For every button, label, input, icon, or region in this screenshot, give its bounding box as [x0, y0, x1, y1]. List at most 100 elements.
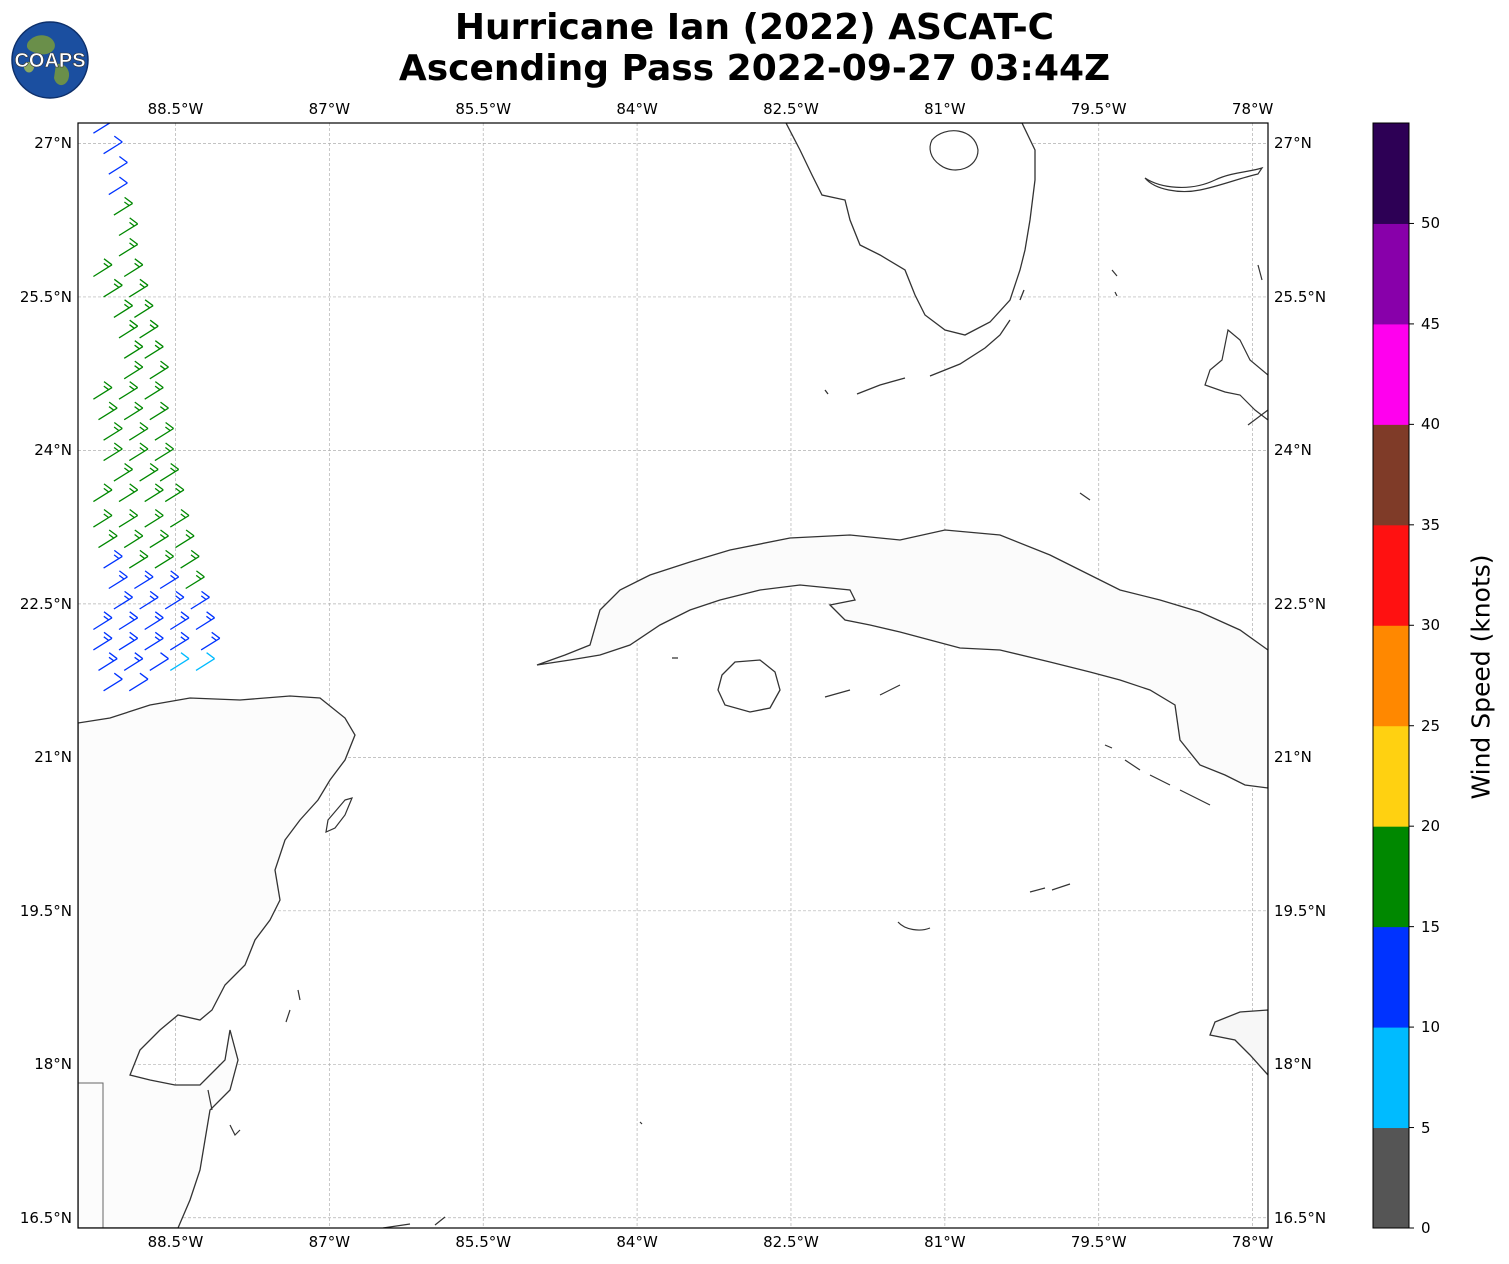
colorbar-bin	[1373, 223, 1409, 325]
lon-tick-label-top: 78°W	[1231, 100, 1274, 118]
lat-tick-label-right: 19.5°N	[1274, 901, 1327, 920]
wind-barb	[113, 299, 133, 318]
lon-tick-label-bottom: 87°W	[308, 1233, 351, 1251]
lat-tick-label-right: 22.5°N	[1274, 594, 1327, 613]
wind-barb	[154, 549, 174, 569]
wind-barb	[154, 442, 174, 462]
colorbar-bin	[1373, 424, 1409, 526]
colorbar-tick-label: 50	[1421, 214, 1441, 233]
colorbar-frame	[1372, 122, 1410, 1229]
map-frame	[77, 122, 1269, 1229]
bahamas-islets	[1079, 264, 1268, 501]
wind-barb	[98, 401, 118, 421]
wind-barb	[154, 421, 174, 441]
lat-tick-label-left: 24°N	[34, 441, 72, 460]
wind-barb	[169, 508, 190, 528]
lat-tick-label-left: 25.5°N	[19, 287, 72, 306]
andros-island	[1204, 328, 1268, 421]
lat-tick-label-left: 18°N	[34, 1055, 72, 1074]
wind-barb	[185, 570, 205, 590]
yucatan-coastline	[78, 695, 356, 1228]
lon-tick-label-top: 88.5°W	[147, 100, 204, 118]
gridlines	[78, 123, 1268, 1228]
belize-cays	[207, 989, 643, 1228]
colorbar-bin	[1373, 625, 1409, 727]
wind-barb	[103, 421, 123, 441]
wind-barb	[190, 590, 210, 610]
wind-barb	[98, 529, 118, 549]
wind-barb	[200, 631, 221, 651]
wind-barb	[144, 340, 164, 359]
map-title-line-1: Hurricane Ian (2022) ASCAT-C	[454, 7, 1055, 48]
colorbar-bin	[1373, 1127, 1409, 1229]
wind-barb	[118, 611, 139, 631]
lon-tick-label-bottom: 78°W	[1231, 1233, 1274, 1251]
lake-okeechobee	[929, 130, 979, 171]
map-background	[78, 123, 1268, 1228]
wind-barb	[169, 611, 190, 631]
wind-barb	[123, 529, 144, 549]
colorbar-tick-label: 5	[1421, 1118, 1431, 1137]
colorbar-tick-label: 0	[1421, 1219, 1431, 1237]
wind-barb	[175, 529, 195, 549]
lon-tick-label-bottom: 81°W	[924, 1233, 966, 1251]
jamaica-coastline	[1209, 1009, 1268, 1076]
wind-barb	[128, 442, 149, 462]
lon-tick-label-bottom: 88.5°W	[147, 1233, 204, 1251]
wind-barb	[113, 196, 133, 216]
cozumel-island	[325, 797, 354, 834]
colorbar-bin	[1373, 926, 1409, 1028]
wind-barb	[93, 258, 113, 278]
lat-tick-label-right: 24°N	[1274, 441, 1312, 460]
colorbar-bin	[1373, 826, 1409, 928]
wind-barb	[118, 381, 139, 400]
wind-barb	[93, 611, 113, 631]
wind-barb	[180, 549, 200, 569]
wind-barb	[159, 570, 180, 590]
wind-barb	[164, 590, 185, 610]
colorbar-tick-label: 30	[1421, 616, 1441, 635]
wind-barb	[134, 299, 154, 318]
wind-barb	[144, 611, 164, 631]
lat-tick-label-right: 18°N	[1274, 1055, 1312, 1074]
colorbar-tick-label: 35	[1421, 515, 1441, 534]
wind-barb	[118, 319, 139, 339]
florida-keys	[824, 289, 1025, 395]
colorbar-bin	[1373, 725, 1409, 827]
wind-barb	[93, 508, 113, 528]
wind-barb	[118, 508, 139, 528]
wind-barb	[195, 611, 215, 631]
lat-tick-label-right: 25.5°N	[1274, 287, 1327, 306]
wind-barb	[149, 529, 169, 549]
wind-barb	[128, 672, 149, 692]
colorbar-tick-label: 40	[1421, 415, 1441, 434]
lat-tick-label-left: 16.5°N	[19, 1208, 72, 1227]
wind-barb	[159, 462, 180, 482]
wind-barb	[98, 652, 118, 671]
lat-tick-label-left: 22.5°N	[19, 594, 72, 613]
lat-tick-label-left: 19.5°N	[19, 901, 72, 920]
wind-barb	[139, 590, 159, 610]
wind-barb	[113, 590, 133, 610]
lat-tick-label-left: 21°N	[34, 748, 72, 767]
colorbar	[1372, 122, 1414, 1229]
lon-tick-label-bottom: 79.5°W	[1070, 1233, 1127, 1251]
cuba-cays	[672, 657, 1211, 931]
colorbar-bin	[1373, 323, 1409, 425]
wind-barb	[164, 483, 185, 503]
lon-tick-label-top: 84°W	[616, 100, 658, 118]
wind-barb	[144, 381, 164, 400]
lon-tick-label-top: 82.5°W	[763, 100, 819, 118]
wind-barb	[149, 652, 169, 671]
isle-of-youth	[717, 659, 781, 713]
wind-barb	[139, 462, 159, 482]
colorbar-tick-label: 15	[1421, 917, 1441, 936]
wind-barb	[123, 652, 144, 671]
lon-tick-label-top: 79.5°W	[1070, 100, 1127, 118]
bahamas-coastline	[1144, 166, 1264, 193]
wind-barb	[123, 340, 144, 359]
colorbar-label: Wind Speed (knots)	[1466, 554, 1496, 800]
wind-barb	[103, 442, 123, 462]
wind-barbs	[93, 123, 221, 692]
wind-barb	[195, 652, 215, 671]
